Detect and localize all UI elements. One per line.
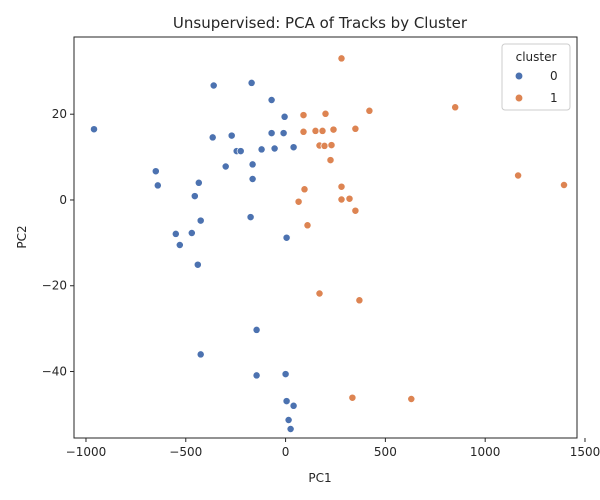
point-cluster-0-35 — [286, 425, 295, 433]
legend-label-cluster-0: 0 — [550, 69, 558, 83]
point-cluster-0-30 — [282, 233, 291, 242]
y-axis-label: PC2 — [15, 225, 29, 248]
point-cluster-0-13 — [221, 162, 230, 171]
y-tick-label: 0 — [59, 193, 67, 207]
point-cluster-0-16 — [236, 147, 245, 156]
point-cluster-1-4 — [299, 111, 308, 120]
point-cluster-1-20 — [294, 197, 303, 206]
legend-box — [501, 43, 571, 111]
point-cluster-1-22 — [303, 221, 312, 230]
point-cluster-1-2 — [365, 106, 374, 115]
point-cluster-0-27 — [280, 112, 289, 121]
point-cluster-1-18 — [345, 194, 354, 203]
point-cluster-1-3 — [321, 109, 330, 118]
y-tick-label: −20 — [42, 279, 67, 293]
point-cluster-0-28 — [279, 129, 288, 138]
point-cluster-0-7 — [194, 178, 203, 187]
point-cluster-0-0 — [90, 125, 98, 134]
x-axis: −1000 −500 0 500 1000 1500 — [66, 438, 600, 459]
legend: cluster 0 1 — [501, 43, 571, 111]
point-cluster-0-1 — [151, 167, 160, 176]
y-tick-label: −40 — [42, 365, 67, 379]
point-cluster-0-5 — [187, 229, 196, 237]
point-cluster-1-7 — [311, 126, 320, 135]
point-cluster-0-31 — [281, 370, 290, 379]
x-tick-label: −500 — [169, 445, 202, 459]
point-cluster-0-14 — [227, 131, 236, 140]
point-cluster-0-24 — [267, 96, 276, 104]
point-cluster-1-25 — [348, 393, 357, 402]
point-cluster-0-3 — [171, 229, 180, 238]
point-cluster-1-11 — [320, 141, 329, 150]
point-cluster-1-6 — [329, 125, 338, 134]
point-cluster-0-6 — [190, 192, 199, 201]
point-cluster-0-10 — [196, 350, 205, 359]
point-cluster-0-22 — [252, 371, 261, 380]
point-cluster-0-17 — [247, 78, 256, 87]
legend-label-cluster-1: 1 — [550, 91, 558, 105]
point-cluster-1-17 — [337, 182, 346, 191]
point-cluster-0-20 — [248, 175, 257, 183]
legend-marker-cluster-0 — [514, 71, 524, 81]
point-cluster-0-21 — [252, 325, 261, 334]
point-cluster-1-19 — [337, 195, 346, 204]
point-cluster-0-19 — [248, 160, 257, 169]
y-axis: −40 −20 0 20 — [42, 107, 74, 379]
point-cluster-1-24 — [355, 296, 364, 305]
point-cluster-1-9 — [299, 127, 308, 136]
point-cluster-1-16 — [300, 185, 309, 194]
point-cluster-0-9 — [193, 260, 202, 269]
point-cluster-1-26 — [407, 395, 416, 403]
legend-marker-cluster-1 — [514, 93, 524, 103]
points-layer — [90, 54, 568, 433]
point-cluster-1-5 — [351, 124, 360, 133]
point-cluster-1-1 — [451, 103, 460, 112]
point-cluster-0-11 — [209, 81, 218, 90]
point-cluster-0-4 — [175, 241, 184, 249]
chart-title: Unsupervised: PCA of Tracks by Cluster — [173, 14, 468, 32]
x-tick-label: 500 — [374, 445, 397, 459]
point-cluster-0-18 — [246, 213, 255, 222]
y-tick-label: 20 — [52, 107, 67, 121]
legend-title: cluster — [516, 50, 557, 64]
point-cluster-0-12 — [208, 133, 217, 142]
plot-area — [74, 37, 577, 438]
point-cluster-0-29 — [289, 143, 298, 152]
point-cluster-1-21 — [351, 206, 360, 215]
x-tick-label: 0 — [282, 445, 290, 459]
point-cluster-0-26 — [270, 144, 279, 153]
point-cluster-0-25 — [267, 129, 276, 138]
x-tick-label: −1000 — [66, 445, 107, 459]
point-cluster-1-12 — [327, 141, 336, 150]
point-cluster-0-2 — [153, 181, 162, 190]
point-cluster-1-0 — [337, 54, 346, 63]
point-cluster-0-32 — [282, 397, 291, 406]
point-cluster-1-8 — [318, 126, 327, 135]
point-cluster-0-33 — [289, 401, 298, 410]
point-cluster-0-8 — [196, 216, 205, 225]
x-tick-label: 1000 — [470, 445, 501, 459]
point-cluster-1-23 — [315, 289, 324, 298]
point-cluster-0-23 — [257, 145, 266, 154]
x-axis-label: PC1 — [308, 471, 331, 485]
point-cluster-1-13 — [326, 156, 335, 165]
plot-frame — [73, 36, 578, 439]
x-tick-label: 1500 — [570, 445, 600, 459]
point-cluster-1-14 — [514, 171, 523, 180]
point-cluster-0-34 — [284, 416, 293, 424]
point-cluster-1-15 — [560, 181, 568, 189]
